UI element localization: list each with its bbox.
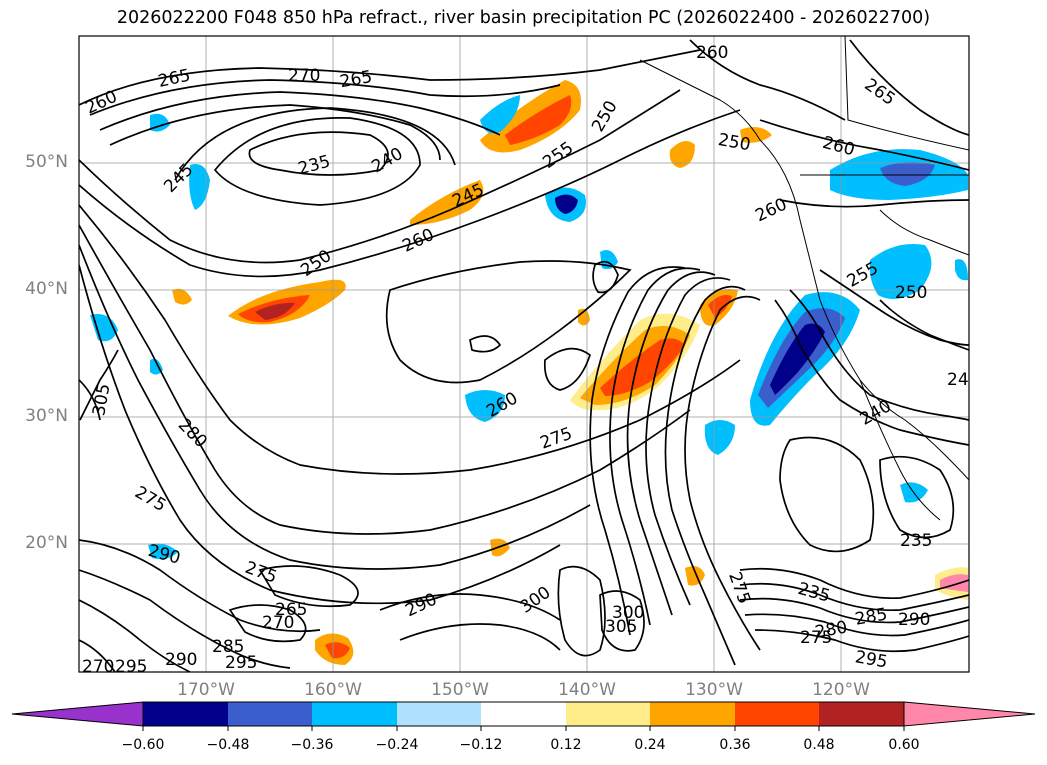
positive-anomaly bbox=[480, 80, 581, 153]
colorbar-tick-label: 0.60 bbox=[888, 737, 920, 753]
positive-anomaly bbox=[740, 126, 772, 143]
contour-label: 285 bbox=[212, 637, 244, 657]
negative-anomaly bbox=[148, 543, 178, 560]
colorbar-tick-label: −0.36 bbox=[290, 737, 334, 753]
contour-label: 265 bbox=[275, 600, 307, 620]
colorbar-segment bbox=[566, 702, 650, 726]
colorbar-tick-label: −0.24 bbox=[375, 737, 419, 753]
coastline bbox=[639, 36, 969, 521]
lon-label: 160°W bbox=[304, 680, 362, 700]
lat-label: 40°N bbox=[25, 279, 68, 299]
contour-label: 300 bbox=[612, 603, 644, 623]
contour-label: 295 bbox=[115, 657, 147, 677]
contour-label: 290 bbox=[165, 650, 197, 670]
colorbar-tick-label: −0.60 bbox=[121, 737, 165, 753]
positive-anomaly bbox=[669, 141, 695, 168]
colorbar-segment bbox=[819, 702, 904, 726]
refractivity-contours bbox=[79, 39, 969, 672]
colorbar-segment bbox=[11, 701, 144, 727]
contour-label: 275 bbox=[800, 628, 832, 648]
positive-anomaly bbox=[600, 338, 685, 396]
colorbar-segment bbox=[312, 702, 397, 726]
lon-label: 120°W bbox=[812, 680, 870, 700]
negative-anomaly bbox=[955, 259, 968, 281]
positive-anomaly bbox=[410, 180, 484, 225]
colorbar-segment bbox=[735, 702, 819, 726]
lat-label: 50°N bbox=[25, 152, 68, 172]
contour-label: 290 bbox=[898, 610, 930, 630]
positive-anomaly bbox=[325, 642, 350, 659]
negative-anomaly bbox=[480, 95, 520, 134]
colorbar-segment bbox=[650, 702, 735, 726]
negative-anomaly bbox=[555, 194, 578, 214]
lon-label: 140°W bbox=[558, 680, 616, 700]
colorbar-segment bbox=[903, 701, 1036, 727]
lat-label: 30°N bbox=[25, 406, 68, 426]
contour-label: 240 bbox=[947, 370, 979, 390]
colorbar-segment bbox=[481, 702, 566, 726]
lon-label: 130°W bbox=[685, 680, 743, 700]
colorbar-tick-label: 0.24 bbox=[634, 737, 666, 753]
negative-anomaly bbox=[704, 420, 735, 455]
negative-anomaly bbox=[770, 323, 825, 395]
negative-anomaly bbox=[880, 162, 935, 186]
colorbar-tick-label: 0.12 bbox=[550, 737, 582, 753]
lat-label: 20°N bbox=[25, 533, 68, 553]
lon-label: 150°W bbox=[431, 680, 489, 700]
map-title: 2026022200 F048 850 hPa refract., river … bbox=[116, 8, 931, 28]
negative-anomaly bbox=[465, 390, 505, 422]
positive-anomaly bbox=[255, 302, 295, 320]
colorbar-tick-label: −0.12 bbox=[459, 737, 503, 753]
contour-label: 270 bbox=[288, 66, 320, 86]
contour-label: 270 bbox=[82, 657, 114, 677]
map-frame bbox=[78, 35, 970, 673]
negative-anomaly bbox=[869, 244, 932, 299]
colorbar-segment bbox=[397, 702, 481, 726]
colorbar bbox=[11, 701, 1036, 731]
colorbar-tick-label: 0.48 bbox=[803, 737, 835, 753]
colorbar-segment bbox=[143, 702, 228, 726]
contour-label: 260 bbox=[696, 43, 728, 63]
positive-anomaly bbox=[685, 566, 705, 586]
contour-label: 295 bbox=[854, 647, 889, 672]
contour-label: 250 bbox=[895, 283, 927, 303]
contour-label: 270 bbox=[262, 613, 294, 633]
colorbar-tick-label: −0.48 bbox=[206, 737, 250, 753]
graticule bbox=[79, 36, 969, 672]
contour-label: 295 bbox=[225, 653, 257, 673]
negative-anomaly bbox=[189, 164, 210, 210]
positive-anomaly bbox=[172, 288, 192, 305]
colorbar-segment bbox=[228, 702, 312, 726]
colorbar-tick-label: 0.36 bbox=[719, 737, 751, 753]
lon-label: 170°W bbox=[177, 680, 235, 700]
contour-label: 305 bbox=[605, 617, 637, 637]
contour-labels: 265 270 265 260 260 265 260 245 235 240 … bbox=[82, 43, 979, 677]
contour-label: 235 bbox=[900, 531, 932, 551]
positive-anomaly bbox=[505, 95, 572, 145]
